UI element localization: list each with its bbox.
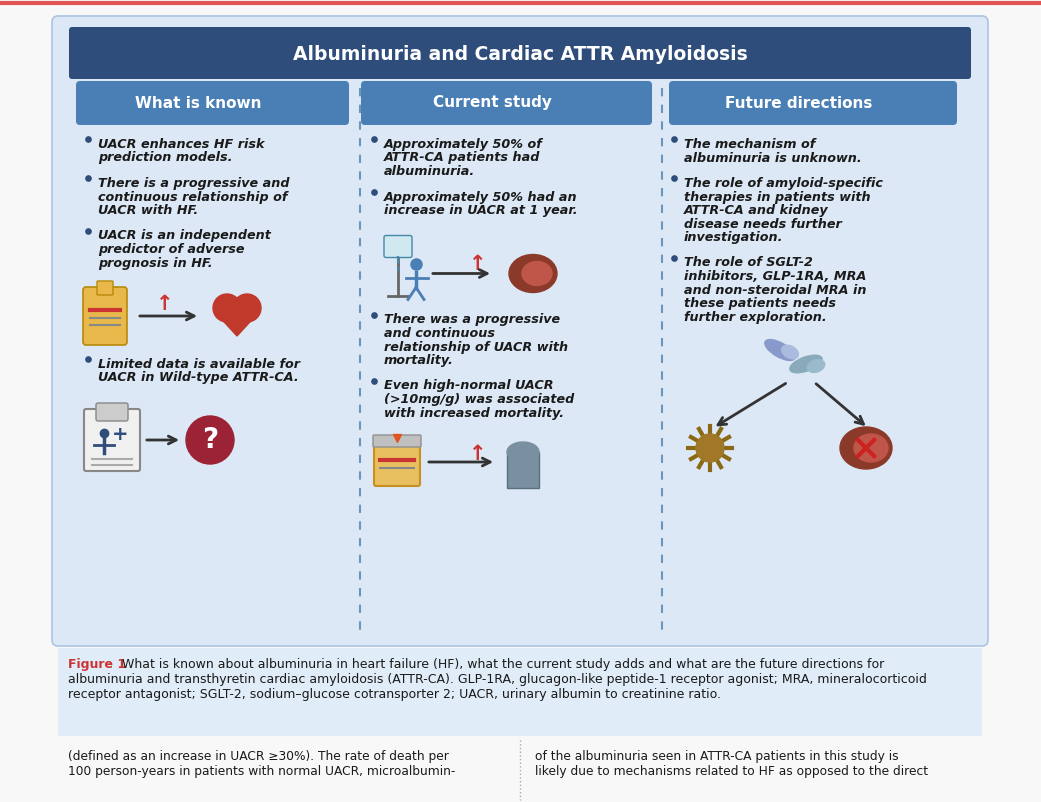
Text: investigation.: investigation.	[684, 231, 784, 244]
FancyBboxPatch shape	[507, 452, 539, 488]
Text: mortality.: mortality.	[384, 354, 454, 367]
Text: therapies in patients with: therapies in patients with	[684, 191, 870, 204]
Text: The mechanism of: The mechanism of	[684, 138, 815, 151]
Ellipse shape	[765, 339, 795, 360]
Circle shape	[696, 434, 723, 462]
Circle shape	[186, 416, 234, 464]
FancyBboxPatch shape	[96, 403, 128, 421]
Text: albuminuria is unknown.: albuminuria is unknown.	[684, 152, 862, 164]
Text: ↑: ↑	[156, 294, 174, 314]
Text: Future directions: Future directions	[726, 95, 872, 111]
Text: albuminuria and transthyretin cardiac amyloidosis (ATTR-CA). GLP-1RA, glucagon-l: albuminuria and transthyretin cardiac am…	[68, 673, 926, 686]
Text: further exploration.: further exploration.	[684, 310, 827, 323]
Text: UACR enhances HF risk: UACR enhances HF risk	[98, 138, 264, 151]
FancyBboxPatch shape	[373, 435, 421, 447]
Text: continuous relationship of: continuous relationship of	[98, 191, 287, 204]
FancyBboxPatch shape	[384, 236, 412, 257]
FancyBboxPatch shape	[76, 81, 349, 125]
Text: ↑: ↑	[469, 444, 487, 464]
FancyBboxPatch shape	[97, 281, 113, 295]
Ellipse shape	[790, 355, 822, 373]
Text: The role of amyloid-specific: The role of amyloid-specific	[684, 177, 883, 190]
Text: prediction models.: prediction models.	[98, 152, 232, 164]
Text: Even high-normal UACR: Even high-normal UACR	[384, 379, 554, 392]
Text: Approximately 50% had an: Approximately 50% had an	[384, 191, 578, 204]
FancyBboxPatch shape	[374, 438, 420, 486]
Text: these patients needs: these patients needs	[684, 297, 836, 310]
Text: ATTR-CA patients had: ATTR-CA patients had	[384, 152, 540, 164]
Text: +: +	[111, 426, 128, 444]
Ellipse shape	[522, 261, 552, 286]
FancyBboxPatch shape	[69, 27, 971, 79]
Text: (defined as an increase in UACR ≥30%). The rate of death per
100 person-years in: (defined as an increase in UACR ≥30%). T…	[68, 750, 455, 778]
Text: What is known about albuminuria in heart failure (HF), what the current study ad: What is known about albuminuria in heart…	[118, 658, 884, 671]
Text: What is known: What is known	[135, 95, 261, 111]
FancyBboxPatch shape	[84, 409, 139, 471]
Ellipse shape	[854, 434, 888, 462]
Ellipse shape	[508, 443, 538, 461]
Circle shape	[233, 294, 261, 322]
Text: There was a progressive: There was a progressive	[384, 314, 560, 326]
Text: receptor antagonist; SGLT-2, sodium–glucose cotransporter 2; UACR, urinary album: receptor antagonist; SGLT-2, sodium–gluc…	[68, 688, 721, 701]
FancyBboxPatch shape	[361, 81, 652, 125]
Text: and non-steroidal MRA in: and non-steroidal MRA in	[684, 283, 866, 297]
Text: inhibitors, GLP-1RA, MRA: inhibitors, GLP-1RA, MRA	[684, 270, 866, 283]
Text: (>10mg/g) was associated: (>10mg/g) was associated	[384, 393, 575, 406]
Ellipse shape	[507, 442, 539, 462]
Text: relationship of UACR with: relationship of UACR with	[384, 341, 568, 354]
Text: and continuous: and continuous	[384, 327, 496, 340]
Text: UACR is an independent: UACR is an independent	[98, 229, 271, 242]
FancyBboxPatch shape	[52, 16, 988, 646]
Ellipse shape	[840, 427, 892, 469]
Ellipse shape	[782, 345, 798, 358]
Text: Figure 1: Figure 1	[68, 658, 126, 671]
Ellipse shape	[509, 254, 557, 293]
FancyBboxPatch shape	[58, 648, 982, 736]
Text: ↑: ↑	[469, 253, 487, 273]
Polygon shape	[215, 312, 259, 336]
FancyBboxPatch shape	[83, 287, 127, 345]
Text: UACR in Wild-type ATTR-CA.: UACR in Wild-type ATTR-CA.	[98, 371, 299, 384]
Text: disease needs further: disease needs further	[684, 217, 842, 230]
Text: ?: ?	[202, 426, 218, 454]
Text: Current study: Current study	[433, 95, 552, 111]
Text: prognosis in HF.: prognosis in HF.	[98, 257, 212, 269]
Text: ATTR-CA and kidney: ATTR-CA and kidney	[684, 204, 829, 217]
Circle shape	[213, 294, 242, 322]
Text: albuminuria.: albuminuria.	[384, 165, 476, 178]
Text: Approximately 50% of: Approximately 50% of	[384, 138, 542, 151]
FancyBboxPatch shape	[669, 81, 957, 125]
Ellipse shape	[808, 359, 824, 372]
Text: with increased mortality.: with increased mortality.	[384, 407, 564, 419]
Text: Limited data is available for: Limited data is available for	[98, 358, 300, 371]
Text: The role of SGLT-2: The role of SGLT-2	[684, 257, 813, 269]
Text: There is a progressive and: There is a progressive and	[98, 177, 289, 190]
Text: predictor of adverse: predictor of adverse	[98, 243, 245, 256]
Text: increase in UACR at 1 year.: increase in UACR at 1 year.	[384, 204, 578, 217]
Text: of the albuminuria seen in ATTR-CA patients in this study is
likely due to mecha: of the albuminuria seen in ATTR-CA patie…	[535, 750, 929, 778]
Text: UACR with HF.: UACR with HF.	[98, 204, 198, 217]
Text: Albuminuria and Cardiac ATTR Amyloidosis: Albuminuria and Cardiac ATTR Amyloidosis	[293, 44, 747, 63]
